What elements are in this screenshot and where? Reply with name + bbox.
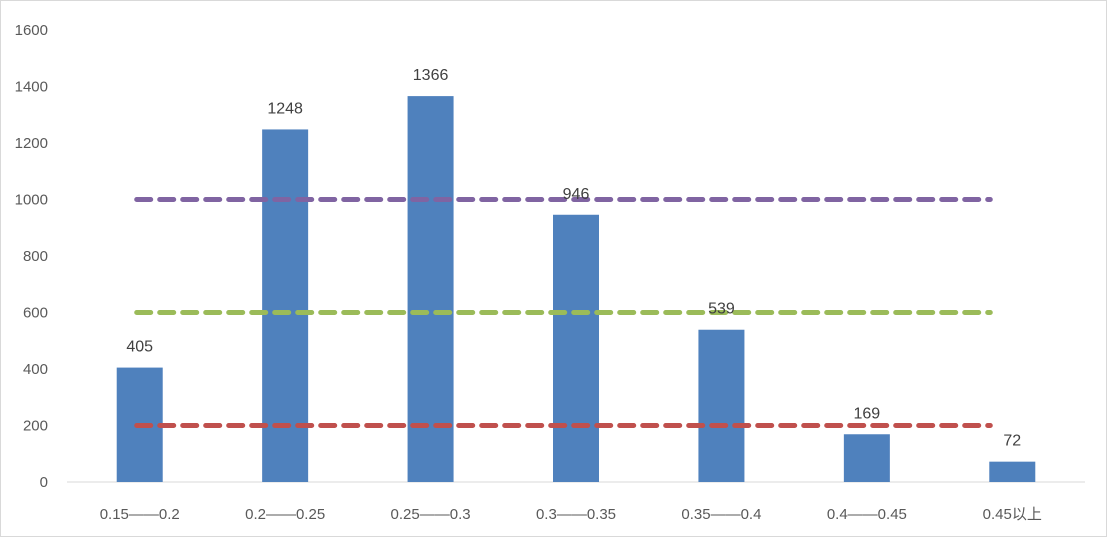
y-tick-label: 800 (23, 248, 48, 265)
data-label: 946 (563, 186, 590, 203)
y-tick-label: 1000 (15, 192, 48, 209)
x-tick-label: 0.3——0.35 (536, 506, 616, 523)
bar (262, 129, 309, 482)
x-tick-label: 0.4——0.45 (827, 506, 907, 523)
y-tick-label: 600 (23, 305, 48, 322)
y-tick-label: 0 (40, 474, 48, 491)
y-tick-label: 200 (23, 418, 48, 435)
data-label: 72 (1003, 433, 1021, 450)
y-tick-label: 1200 (15, 135, 48, 152)
x-tick-label: 0.25——0.3 (391, 506, 471, 523)
y-tick-label: 1400 (15, 79, 48, 96)
y-tick-label: 400 (23, 361, 48, 378)
x-tick-label: 0.2——0.25 (245, 506, 325, 523)
bar (407, 96, 454, 482)
data-label: 539 (708, 301, 735, 318)
data-label: 405 (126, 339, 153, 356)
y-tick-label: 1600 (15, 22, 48, 39)
bar (698, 329, 745, 482)
bar (553, 214, 599, 482)
x-tick-label: 0.35——0.4 (681, 506, 761, 523)
bar (989, 461, 1036, 482)
data-label: 169 (854, 405, 881, 422)
data-label: 1248 (267, 100, 303, 117)
bar (843, 434, 890, 482)
x-tick-label: 0.15——0.2 (100, 506, 180, 523)
data-label: 1366 (413, 67, 449, 84)
x-tick-label: 0.45以上 (983, 506, 1042, 523)
